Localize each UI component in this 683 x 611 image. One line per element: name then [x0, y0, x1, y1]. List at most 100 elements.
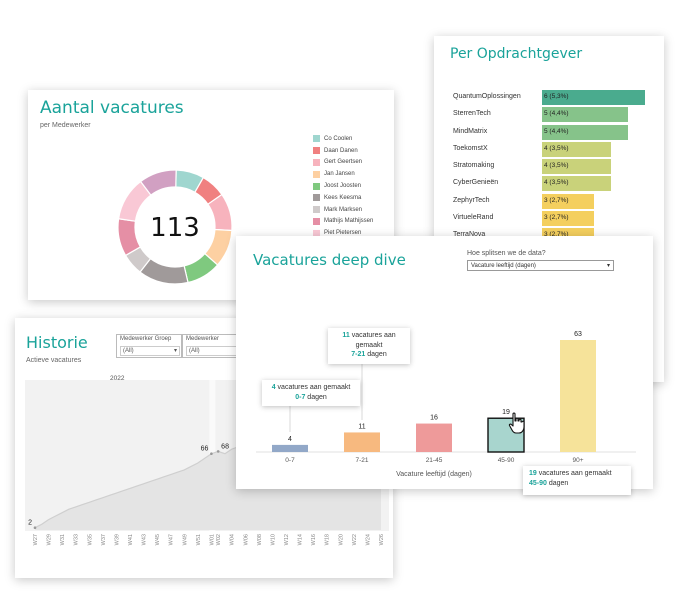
filter-group-label: Medewerker Groep: [120, 336, 172, 342]
legend-swatch: [313, 147, 320, 155]
legend-label: Daan Danen: [324, 147, 358, 154]
historie-subtitle: Actieve vacatures: [26, 357, 82, 364]
historie-x-tick: W10: [270, 534, 276, 545]
opdracht-label: MindMatrix: [453, 127, 488, 135]
opdracht-row[interactable]: CyberGenieën 4 (3,5%): [434, 175, 664, 192]
deep-bar[interactable]: [344, 432, 380, 452]
opdracht-bar[interactable]: [542, 90, 645, 105]
opdracht-label: VirtueleRand: [453, 214, 494, 222]
donut-chart[interactable]: 113: [116, 168, 234, 286]
legend-swatch: [313, 229, 320, 237]
deep-bar[interactable]: [272, 444, 308, 452]
tip1-text-a: vacatures aan: [351, 332, 396, 339]
legend-swatch: [313, 217, 320, 225]
tip3-text-b: dagen: [548, 479, 569, 487]
legend-label: Jan Jansen: [324, 171, 355, 178]
deep-value-label: 63: [574, 331, 582, 338]
tip1-text-mid: gemaakt: [355, 341, 383, 349]
tooltip-45-90: 19 vacatures aan gemaakt 45-90 dagen: [523, 466, 631, 495]
opdracht-row[interactable]: VirtueleRand 3 (2,7%): [434, 210, 664, 227]
opdracht-value-label: 3 (2,7%): [544, 231, 569, 239]
legend-label: Gert Geertsen: [324, 159, 363, 166]
deep-x-axis-label: Vacature leeftijd (dagen): [396, 471, 472, 478]
legend-item[interactable]: Kees Keesma: [313, 192, 373, 204]
legend-swatch: [313, 206, 320, 214]
historie-x-tick: W20: [338, 534, 344, 545]
opdracht-row[interactable]: MindMatrix 5 (4,4%): [434, 124, 664, 141]
opdracht-row[interactable]: ToekomstX 4 (3,5%): [434, 141, 664, 158]
filter-medewerker-groep[interactable]: Medewerker Groep (All) ▾: [116, 334, 182, 358]
deep-category-label: 21-45: [426, 457, 443, 464]
historie-x-tick: W29: [47, 534, 53, 545]
hand-cursor-icon: [508, 412, 525, 434]
legend-label: Mathijs Mathijssen: [324, 218, 374, 225]
legend-item[interactable]: Piet Pietersen: [313, 227, 373, 239]
legend-swatch: [313, 194, 320, 202]
opdracht-bar[interactable]: [542, 124, 628, 140]
opdracht-row[interactable]: QuantumOplossingen 6 (5,3%): [434, 89, 664, 106]
donut-legend: Co Coolen Daan Danen Gert Geertsen Jan Jans…: [313, 133, 373, 239]
historie-x-tick: W37: [101, 534, 107, 545]
historie-annotation: 2: [28, 520, 32, 527]
opdracht-bar[interactable]: [542, 141, 611, 157]
opdracht-bar-chart: QuantumOplossingen 6 (5,3%) SterrenTech 5 (…: [434, 89, 664, 245]
legend-item[interactable]: Jan Jansen: [313, 168, 373, 180]
deep-category-label: 7-21: [355, 457, 368, 464]
filter-group-value: (All): [123, 348, 134, 354]
legend-item[interactable]: Mark Marksen: [313, 204, 373, 216]
opdracht-value-label: 4 (3,5%): [544, 162, 569, 170]
filter-medewerker-value: (All): [189, 348, 200, 354]
historie-x-tick: W43: [142, 534, 148, 545]
tip1-text-b: dagen: [367, 351, 387, 358]
opdracht-bar[interactable]: [542, 176, 611, 192]
opdracht-title: Per Opdrachtgever: [450, 46, 583, 62]
deep-category-label: 45-90: [498, 457, 515, 464]
deep-dive-bar-chart: 4 0-7 11 7-21 16 21-45 19 45-90 63 90+ Vacature le…: [256, 331, 636, 478]
historie-annotation: 68: [221, 443, 229, 450]
legend-item[interactable]: Daan Danen: [313, 145, 373, 157]
historie-x-tick: W49: [182, 534, 188, 545]
opdracht-row[interactable]: SterrenTech 5 (4,4%): [434, 106, 664, 123]
legend-swatch: [313, 170, 320, 178]
opdracht-label: ToekomstX: [453, 144, 488, 152]
deep-bar[interactable]: [416, 423, 452, 452]
opdracht-row[interactable]: Stratomaking 4 (3,5%): [434, 158, 664, 175]
historie-x-tick: W41: [128, 534, 134, 545]
historie-x-tick: W14: [298, 534, 304, 545]
deep-category-label: 0-7: [285, 457, 295, 464]
deep-bar[interactable]: [560, 340, 596, 452]
opdracht-label: Stratomaking: [453, 162, 495, 170]
opdracht-bar[interactable]: [542, 159, 611, 175]
opdracht-bar[interactable]: [542, 107, 628, 123]
filter-medewerker-label: Medewerker: [186, 336, 220, 342]
deep-title: Vacatures deep dive: [253, 251, 406, 269]
tip3-range: 45-90: [529, 479, 547, 487]
opdracht-bar[interactable]: [542, 211, 594, 227]
historie-x-tick: W22: [352, 534, 358, 545]
tip3-text-a: vacatures aan gemaakt: [538, 470, 612, 477]
opdracht-bar[interactable]: [542, 193, 594, 209]
donut-total: 113: [150, 213, 200, 243]
legend-label: Mark Marksen: [324, 206, 363, 213]
historie-x-tick: W33: [74, 534, 80, 545]
opdracht-value-label: 4 (3,5%): [544, 144, 569, 152]
legend-item[interactable]: Co Coolen: [313, 133, 373, 145]
filter-group-select[interactable]: (All) ▾: [120, 346, 180, 356]
historie-x-tick: W24: [365, 534, 371, 545]
donut-slice[interactable]: [139, 169, 177, 196]
legend-item[interactable]: Mathijs Mathijssen: [313, 216, 373, 228]
aantal-vacatures-card: Aantal vacatures per Medewerker 113 Co C…: [28, 90, 394, 300]
legend-item[interactable]: Joost Joosten: [313, 180, 373, 192]
opdracht-label: QuantumOplossingen: [453, 93, 521, 100]
deep-value-label: 11: [358, 423, 365, 430]
legend-swatch: [313, 182, 320, 190]
historie-x-tick: W16: [311, 534, 317, 545]
legend-label: Piet Pietersen: [324, 230, 362, 237]
opdracht-row[interactable]: ZephyrTech 3 (2,7%): [434, 193, 664, 210]
historie-x-tick: W02: [216, 534, 222, 545]
tip1-range: 7-21: [351, 351, 366, 358]
opdracht-value-label: 6 (5,3%): [544, 93, 569, 100]
deep-split-select[interactable]: Vacature leeftijd (dagen) ▾: [467, 260, 614, 271]
historie-x-tick: W12: [284, 534, 290, 545]
legend-item[interactable]: Gert Geertsen: [313, 157, 373, 169]
